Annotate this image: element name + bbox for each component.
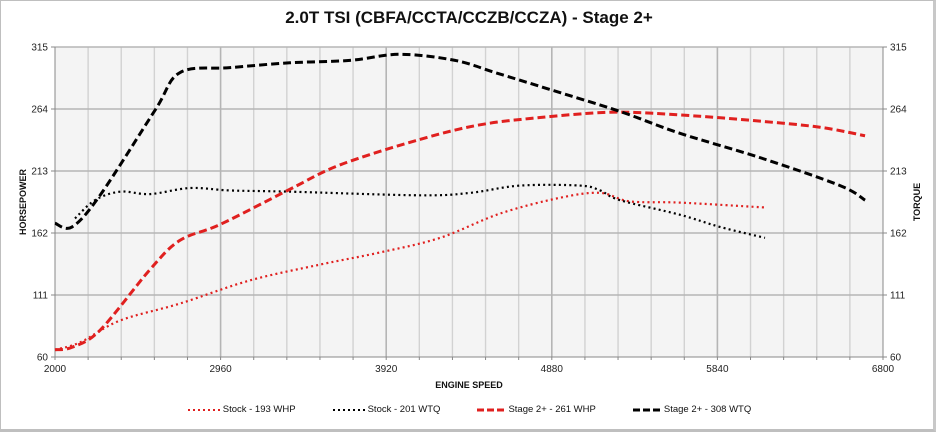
y2-tick-label: 213 [890, 167, 907, 178]
y-tick-label: 162 [31, 229, 48, 240]
y2-tick-label: 60 [890, 353, 902, 364]
y-axis-label: HORSEPOWER [18, 169, 28, 236]
y2-axis-label: TORQUE [912, 183, 922, 221]
legend-swatch [332, 408, 365, 411]
x-tick-label: 3920 [375, 364, 398, 375]
y2-tick-label: 315 [890, 43, 907, 54]
series-line-3 [54, 52, 866, 230]
legend-swatch [632, 408, 661, 411]
x-tick-label: 4880 [541, 364, 564, 375]
legend-item-stage2-whp: Stage 2+ - 261 WHP [476, 404, 596, 415]
y2-tick-label: 162 [890, 229, 907, 240]
y-tick-label: 264 [31, 105, 48, 116]
legend-label: Stock - 193 WHP [222, 404, 296, 415]
legend-swatch [187, 408, 220, 411]
chart-title: 2.0T TSI (CBFA/CCTA/CCZB/CCZA) - Stage 2… [285, 8, 653, 27]
y-tick-label: 60 [37, 353, 49, 364]
x-tick-label: 5840 [706, 364, 729, 375]
y-tick-label: 315 [31, 43, 48, 54]
series-line-0 [54, 191, 766, 351]
x-tick-label: 2960 [209, 364, 232, 375]
x-tick-label: 2000 [44, 364, 67, 375]
legend-label: Stage 2+ - 261 WHP [508, 404, 596, 415]
legend-item-stock-wtq: Stock - 201 WTQ [332, 404, 441, 415]
legend: Stock - 193 WHP Stock - 201 WTQ Stage 2+… [0, 404, 938, 415]
plot-area [55, 47, 883, 357]
x-axis-label: ENGINE SPEED [435, 380, 503, 390]
y-tick-label: 111 [33, 291, 49, 302]
legend-label: Stock - 201 WTQ [367, 404, 441, 415]
legend-label: Stage 2+ - 308 WTQ [663, 404, 752, 415]
legend-item-stock-whp: Stock - 193 WHP [187, 404, 296, 415]
axes [51, 46, 887, 360]
x-tick-label: 6800 [872, 364, 895, 375]
series-line-2 [54, 110, 866, 352]
legend-item-stage2-wtq: Stage 2+ - 308 WTQ [632, 404, 751, 415]
y2-tick-label: 111 [890, 291, 906, 302]
y2-tick-label: 264 [890, 105, 907, 116]
legend-swatch [477, 408, 506, 411]
y-tick-label: 213 [31, 167, 48, 178]
series-lines [54, 52, 866, 352]
